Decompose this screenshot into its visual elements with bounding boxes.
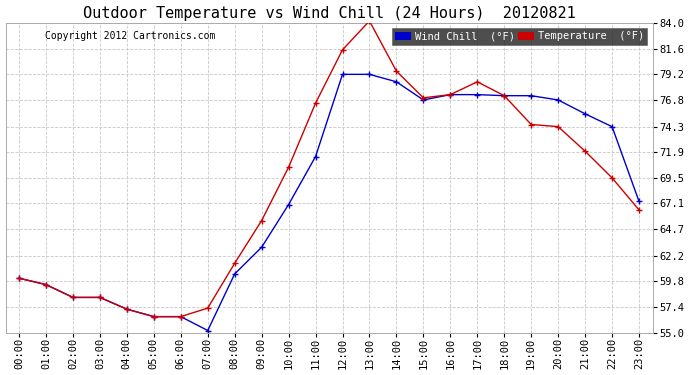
Title: Outdoor Temperature vs Wind Chill (24 Hours)  20120821: Outdoor Temperature vs Wind Chill (24 Ho… xyxy=(83,6,575,21)
Text: Copyright 2012 Cartronics.com: Copyright 2012 Cartronics.com xyxy=(45,32,215,41)
Legend: Wind Chill  (°F), Temperature  (°F): Wind Chill (°F), Temperature (°F) xyxy=(392,28,647,45)
